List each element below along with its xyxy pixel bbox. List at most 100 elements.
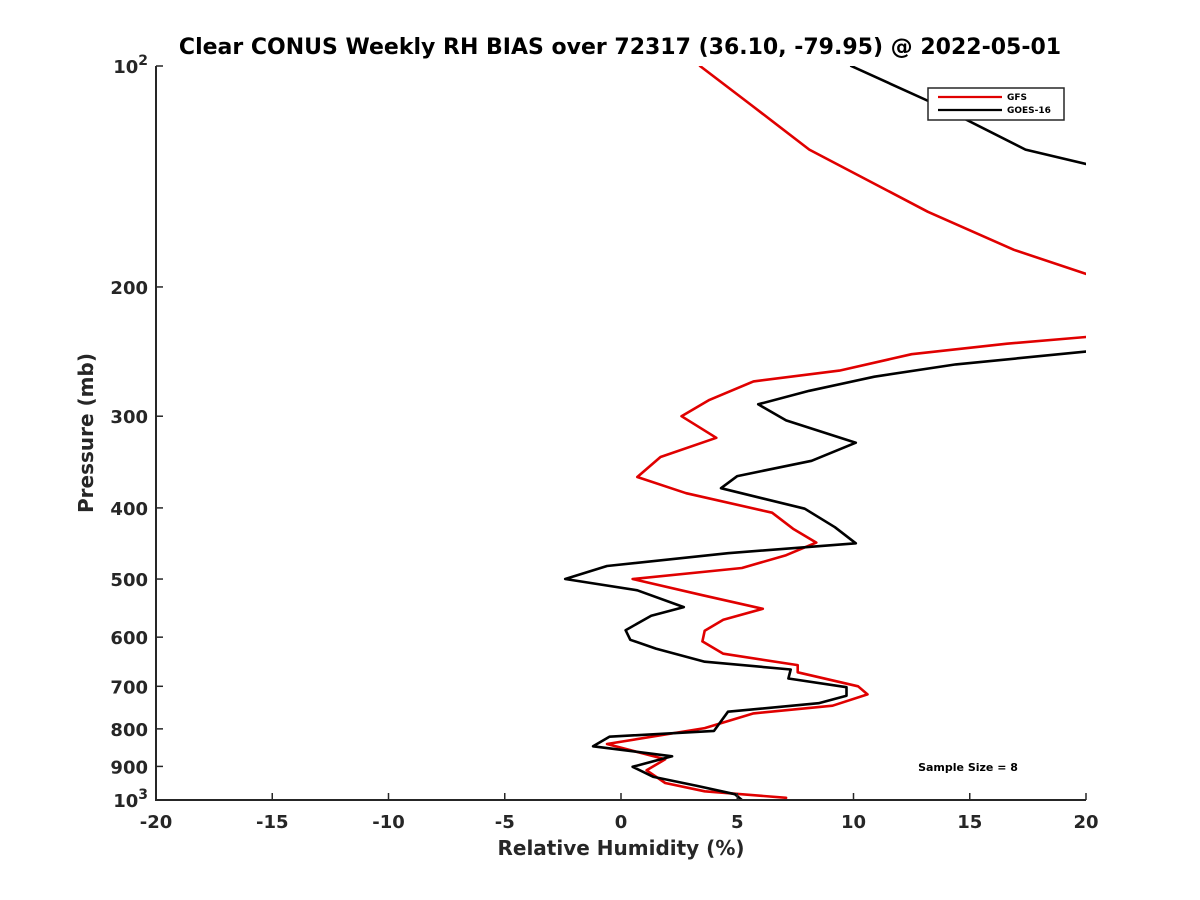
data-point-gfs-0-4 xyxy=(1013,249,1015,251)
legend-label-goes16: GOES-16 xyxy=(1007,106,1051,116)
y-ticks: 102 200 300 400 500 600 700 800 900 103 xyxy=(110,53,163,812)
data-point-gfs-1-13 xyxy=(815,541,817,543)
legend: GFS GOES-16 xyxy=(927,87,1065,121)
series-line-goes-16-segment-1 xyxy=(563,350,1086,799)
data-point-goes-16-1-14 xyxy=(606,565,608,567)
x-tick-label: 10 xyxy=(841,812,866,833)
x-tick-label: -15 xyxy=(256,812,289,833)
y-tick-label: 800 xyxy=(110,720,148,741)
y-tick-label: 300 xyxy=(110,407,148,428)
data-point-gfs-1-12 xyxy=(792,528,794,530)
data-point-goes-16-1-22 xyxy=(704,661,706,663)
y-tick-label: 900 xyxy=(110,757,148,778)
data-point-goes-16-1-11 xyxy=(834,526,836,528)
data-point-goes-16-1-28 xyxy=(727,711,729,713)
data-point-gfs-1-18 xyxy=(762,608,764,610)
data-point-gfs-1-23 xyxy=(797,664,799,666)
data-point-goes-16-1-30 xyxy=(608,736,610,738)
data-point-goes-16-1-9 xyxy=(720,487,722,489)
data-point-gfs-1-34 xyxy=(704,790,706,792)
data-point-goes-16-1-2 xyxy=(873,376,875,378)
data-point-goes-16-1-16 xyxy=(636,589,638,591)
data-point-goes-16-1-32 xyxy=(671,755,673,757)
data-point-goes-16-1-8 xyxy=(736,475,738,477)
data-point-gfs-1-30 xyxy=(606,743,608,745)
y-tick-label: 600 xyxy=(110,628,148,649)
data-point-gfs-1-19 xyxy=(722,619,724,621)
data-point-gfs-1-5 xyxy=(708,399,710,401)
data-point-gfs-1-26 xyxy=(866,693,868,695)
data-point-gfs-1-3 xyxy=(838,369,840,371)
data-point-gfs-1-7 xyxy=(715,437,717,439)
data-point-goes-16-1-7 xyxy=(810,460,812,462)
data-point-goes-16-1-5 xyxy=(785,419,787,421)
data-point-goes-16-1-23 xyxy=(790,668,792,670)
series-line-goes-16-segment-0 xyxy=(849,66,1086,166)
x-tick-label: 15 xyxy=(957,812,982,833)
data-point-gfs-1-4 xyxy=(752,380,754,382)
y-tick-label: 700 xyxy=(110,677,148,698)
data-point-gfs-1-16 xyxy=(631,578,633,580)
data-point-gfs-1-9 xyxy=(636,476,638,478)
data-point-gfs-1-1 xyxy=(1006,343,1008,345)
y-tick-label: 200 xyxy=(110,278,148,299)
y-tick-label: 500 xyxy=(110,570,148,591)
data-point-gfs-1-14 xyxy=(785,554,787,556)
data-point-goes-16-1-15 xyxy=(564,578,566,580)
data-point-goes-16-1-12 xyxy=(855,542,857,544)
data-point-gfs-1-33 xyxy=(664,782,666,784)
x-tick-label: 20 xyxy=(1073,812,1098,833)
data-point-goes-16-1-34 xyxy=(652,776,654,778)
data-point-goes-16-1-4 xyxy=(757,403,759,405)
x-tick-label: 0 xyxy=(615,812,628,833)
data-point-gfs-0-3 xyxy=(927,211,929,213)
series-goes-16 xyxy=(563,66,1086,799)
data-point-goes-16-1-17 xyxy=(683,606,685,608)
data-point-goes-16-1-1 xyxy=(955,363,957,365)
data-point-gfs-0-2 xyxy=(808,148,810,150)
data-point-goes-16-1-3 xyxy=(808,390,810,392)
data-point-goes-16-1-10 xyxy=(804,508,806,510)
data-point-goes-16-1-35 xyxy=(697,785,699,787)
data-point-gfs-1-35 xyxy=(785,797,787,799)
y-tick-label: 103 xyxy=(113,787,148,812)
x-tick-label: -20 xyxy=(140,812,173,833)
data-point-gfs-1-29 xyxy=(704,727,706,729)
data-point-gfs-1-2 xyxy=(910,353,912,355)
data-point-gfs-1-22 xyxy=(722,653,724,655)
legend-box xyxy=(927,87,1065,121)
y-axis-label: Pressure (mb) xyxy=(74,353,98,513)
data-point-gfs-1-11 xyxy=(771,512,773,514)
data-point-goes-16-1-31 xyxy=(592,745,594,747)
x-tick-label: 5 xyxy=(731,812,744,833)
data-point-gfs-1-28 xyxy=(752,712,754,714)
series-layer xyxy=(563,66,1086,799)
y-tick-label: 400 xyxy=(110,499,148,520)
series-gfs xyxy=(605,66,1086,799)
x-tick-label: -5 xyxy=(495,812,515,833)
data-point-goes-16-1-13 xyxy=(727,552,729,554)
data-point-goes-16-1-21 xyxy=(655,647,657,649)
data-point-gfs-1-20 xyxy=(704,630,706,632)
data-point-gfs-1-25 xyxy=(857,685,859,687)
data-point-gfs-1-24 xyxy=(797,671,799,673)
data-point-goes-16-1-27 xyxy=(817,702,819,704)
data-point-goes-16-1-24 xyxy=(787,677,789,679)
data-point-goes-16-1-6 xyxy=(855,442,857,444)
data-point-gfs-0-1 xyxy=(750,104,752,106)
chart-title: Clear CONUS Weekly RH BIAS over 72317 (3… xyxy=(179,35,1061,60)
data-point-goes-16-1-29 xyxy=(713,730,715,732)
data-point-gfs-1-8 xyxy=(659,456,661,458)
data-point-goes-16-0-2 xyxy=(1024,148,1026,150)
data-point-goes-16-1-20 xyxy=(629,639,631,641)
x-axis-label: Relative Humidity (%) xyxy=(497,836,744,860)
y-tick-label: 102 xyxy=(113,53,148,78)
series-line-gfs-segment-1 xyxy=(605,335,1086,799)
data-point-gfs-1-15 xyxy=(741,567,743,569)
data-point-goes-16-1-18 xyxy=(650,615,652,617)
data-point-goes-16-1-33 xyxy=(631,766,633,768)
series-line-gfs-segment-0 xyxy=(698,66,1086,276)
sample-size-annotation: Sample Size = 8 xyxy=(918,761,1018,774)
